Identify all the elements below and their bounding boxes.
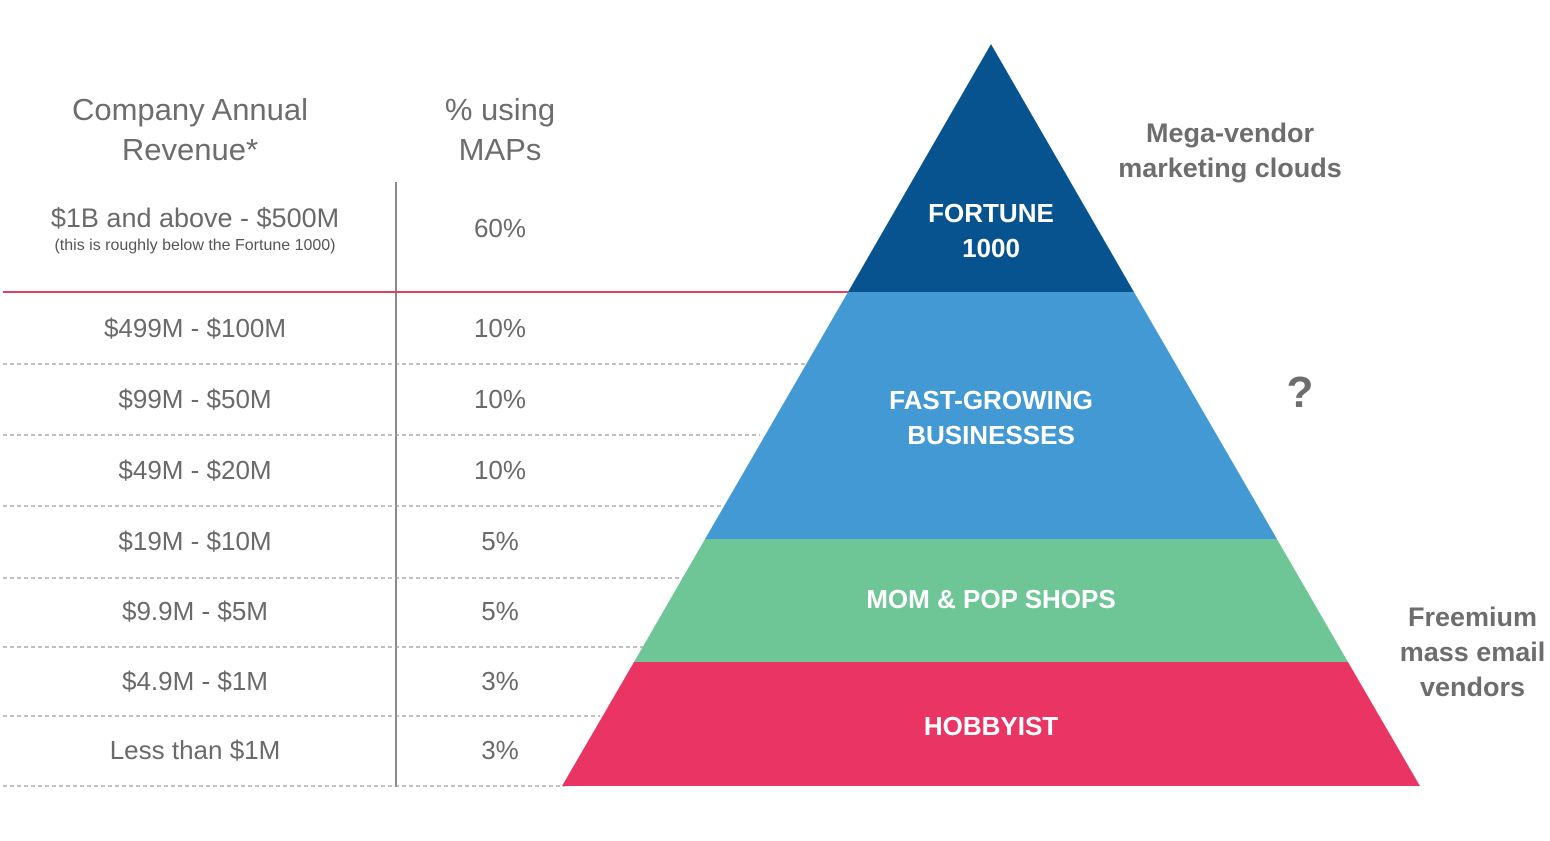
pct-cell: 10% (473, 313, 527, 343)
question-mark: ? (1286, 368, 1314, 417)
revenue-header-line1: Company Annual (71, 92, 309, 127)
pyramid-tier-fortune (848, 44, 1134, 292)
tier-label-hobbyist: HOBBYIST (924, 711, 1058, 741)
revenue-cell: $1B and above - $500M (50, 203, 340, 233)
pct-cell: 3% (481, 666, 519, 696)
side-note-bottom-line3: vendors (1419, 672, 1526, 702)
revenue-cell: $9.9M - $5M (122, 596, 268, 626)
pyramid-tier-hobbyist (562, 662, 1420, 786)
revenue-header: Company Annual Revenue* (40, 90, 340, 170)
tier-label-fortune-line1: FORTUNE (928, 198, 1054, 228)
table-row: $1B and above - $500M (this is roughly b… (0, 200, 390, 256)
revenue-cell: $19M - $10M (118, 526, 272, 556)
revenue-note: (this is roughly below the Fortune 1000) (54, 237, 336, 254)
pct-cell: 10% (473, 384, 527, 414)
pyramid-tier-mom-pop (634, 539, 1348, 662)
revenue-cell: $49M - $20M (118, 455, 272, 485)
revenue-cell: $4.9M - $1M (122, 666, 268, 696)
side-note-bottom-line2: mass email (1399, 637, 1546, 667)
pct-header-line1: % using (444, 92, 556, 127)
revenue-cell: Less than $1M (109, 735, 281, 765)
side-note-top: Mega-vendor marketing clouds (1090, 116, 1370, 186)
tier-label-fortune-line2: 1000 (962, 233, 1020, 263)
pct-cell: 3% (481, 735, 519, 765)
side-note-bottom: Freemium mass email vendors (1395, 600, 1550, 705)
side-note-top-line2: marketing clouds (1118, 153, 1342, 183)
pct-cell: 5% (481, 526, 519, 556)
pct-cell: 10% (473, 455, 527, 485)
row-dividers (3, 363, 810, 787)
pct-header: % using MAPs (410, 90, 590, 170)
side-note-top-line1: Mega-vendor (1145, 118, 1315, 148)
revenue-cell: $499M - $100M (103, 313, 287, 343)
pct-header-line2: MAPs (458, 132, 542, 167)
pyramid-tier-fast-growing (705, 292, 1277, 539)
revenue-header-line2: Revenue* (121, 132, 259, 167)
pct-cell: 60% (473, 213, 527, 243)
tier-label-fast-growing-line1: FAST-GROWING (889, 385, 1093, 415)
tier-label-mom-pop: MOM & POP SHOPS (866, 584, 1115, 614)
side-note-bottom-line1: Freemium (1407, 602, 1538, 632)
revenue-cell: $99M - $50M (118, 384, 272, 414)
pct-cell: 5% (481, 596, 519, 626)
tier-label-fast-growing-line2: BUSINESSES (907, 420, 1075, 450)
